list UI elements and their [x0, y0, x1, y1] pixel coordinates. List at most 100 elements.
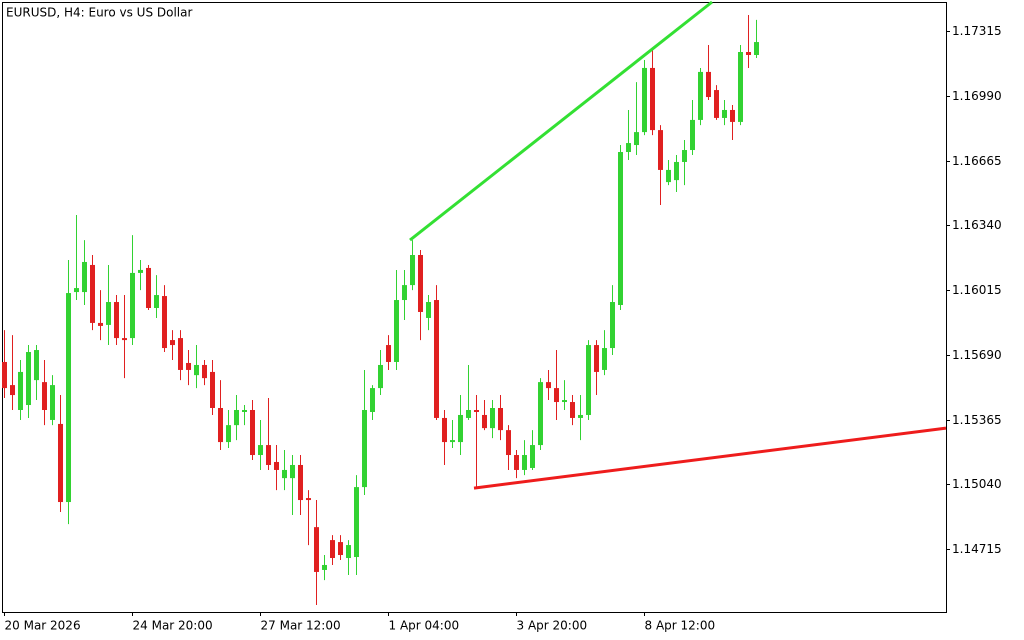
candle-body — [690, 119, 695, 151]
candle-body — [130, 272, 135, 339]
plot-frame — [2, 2, 947, 613]
candle-body — [370, 388, 375, 412]
candle-body — [418, 255, 423, 312]
candle-body — [658, 130, 663, 170]
y-tick-label: 1.17315 — [952, 24, 1002, 38]
candle-body — [730, 109, 735, 122]
candle-body — [2, 361, 7, 389]
candle-body — [602, 348, 607, 370]
candle-body — [650, 67, 655, 131]
y-tick-label: 1.15040 — [952, 477, 1002, 491]
candle-body — [578, 414, 583, 418]
candle-body — [26, 352, 31, 406]
candle-body — [666, 169, 671, 183]
candle-body — [474, 409, 479, 412]
candle-body — [562, 400, 567, 403]
candle-body — [378, 364, 383, 389]
candle-body — [538, 382, 543, 446]
candle-body — [626, 143, 631, 153]
x-tick-label: 3 Apr 20:00 — [517, 619, 588, 633]
x-tick-label: 27 Mar 12:00 — [261, 619, 341, 633]
candle-body — [242, 409, 247, 412]
candle-body — [338, 542, 343, 556]
candle-body — [306, 498, 311, 501]
candle-body — [34, 350, 39, 381]
candle-body — [290, 464, 295, 479]
candle-body — [194, 364, 199, 376]
candle-body — [546, 382, 551, 389]
candle-body — [282, 469, 287, 479]
candle-body — [50, 385, 55, 420]
candle-body — [98, 322, 103, 326]
candle-body — [746, 52, 751, 55]
candle-body — [498, 408, 503, 431]
candle-body — [162, 296, 167, 349]
candle-body — [178, 338, 183, 370]
candle-body — [594, 345, 599, 372]
candle-body — [722, 109, 727, 118]
candle-body — [514, 455, 519, 470]
candle-body — [410, 255, 415, 286]
candle-body — [58, 423, 63, 503]
candle-body — [266, 445, 271, 465]
y-tick-label: 1.14715 — [952, 542, 1002, 556]
trend-line — [473, 426, 947, 490]
x-tick-label: 8 Apr 12:00 — [645, 619, 716, 633]
candle-body — [82, 261, 87, 293]
candle-body — [170, 340, 175, 346]
candle-body — [442, 417, 447, 443]
candle-body — [354, 487, 359, 558]
candle-body — [106, 302, 111, 325]
candle-body — [10, 385, 15, 396]
x-tick-label: 20 Mar 2026 — [5, 619, 81, 633]
candle-body — [570, 402, 575, 418]
candle-body — [114, 302, 119, 339]
candle-body — [202, 364, 207, 379]
chart-title: EURUSD, H4: Euro vs US Dollar — [6, 6, 192, 20]
candle-body — [714, 90, 719, 118]
candle-body — [330, 540, 335, 559]
candle-body — [226, 425, 231, 443]
candle-body — [586, 345, 591, 415]
candle-body — [642, 67, 647, 133]
candle-body — [210, 371, 215, 409]
candle-body — [490, 408, 495, 429]
candle-body — [154, 295, 159, 308]
candle-body — [610, 302, 615, 349]
candle-body — [258, 445, 263, 456]
y-tick-label: 1.15365 — [952, 413, 1002, 427]
candle-body — [698, 71, 703, 120]
candle-body — [754, 42, 759, 55]
candle-body — [522, 455, 527, 470]
candle-body — [362, 409, 367, 488]
candle-body — [386, 345, 391, 362]
candle-body — [738, 52, 743, 122]
y-tick-label: 1.16990 — [952, 89, 1002, 103]
candle-body — [634, 132, 639, 146]
y-tick-label: 1.16665 — [952, 154, 1002, 168]
candle-body — [506, 430, 511, 456]
x-tick-label: 24 Mar 20:00 — [133, 619, 213, 633]
x-tick-label: 1 Apr 04:00 — [389, 619, 460, 633]
candle-body — [234, 409, 239, 426]
candle-body — [426, 302, 431, 318]
candle-body — [138, 269, 143, 273]
candle-body — [434, 300, 439, 418]
y-tick-label: 1.16015 — [952, 283, 1002, 297]
candle-body — [618, 152, 623, 306]
candle-body — [402, 285, 407, 301]
candle-body — [554, 388, 559, 403]
candle-body — [298, 464, 303, 501]
candle-body — [218, 408, 223, 443]
candle-body — [682, 150, 687, 162]
y-tick-label: 1.15690 — [952, 348, 1002, 362]
y-tick-label: 1.16340 — [952, 218, 1002, 232]
candle-body — [18, 371, 23, 410]
candle-body — [322, 564, 327, 570]
candle-body — [346, 545, 351, 559]
trend-line — [409, 0, 713, 242]
candle-body — [66, 293, 71, 503]
candle-body — [394, 300, 399, 362]
candle-body — [186, 362, 191, 370]
